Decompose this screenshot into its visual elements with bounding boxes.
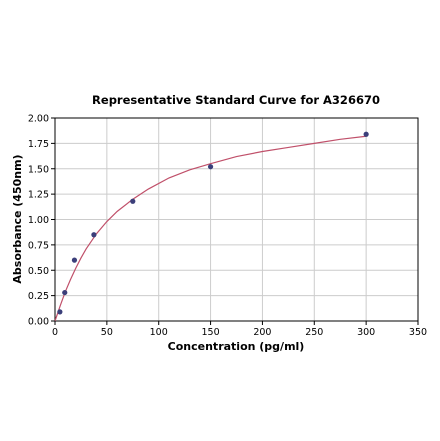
data-point bbox=[91, 232, 97, 238]
x-axis-label: Concentration (pg/ml) bbox=[168, 340, 305, 353]
data-point bbox=[207, 164, 214, 170]
chart-title: Representative Standard Curve for A32667… bbox=[92, 93, 380, 107]
y-tick-label: 1.25 bbox=[28, 190, 49, 201]
data-point bbox=[62, 289, 68, 296]
points-layer bbox=[57, 131, 369, 315]
y-tick-label: 0.75 bbox=[28, 240, 49, 251]
y-tick-label: 1.00 bbox=[28, 215, 49, 226]
x-tick-label: 250 bbox=[305, 327, 323, 338]
ticks-layer: 0 50 100 150 200 250 300 350 0.00 0.25 0.50 0.75 1.0… bbox=[28, 114, 427, 339]
y-tick-label: 1.50 bbox=[28, 164, 49, 175]
x-tick-label: 350 bbox=[409, 327, 427, 338]
y-tick-label: 2.00 bbox=[28, 114, 49, 125]
y-axis-label: Absorbance (450nm) bbox=[11, 154, 24, 283]
data-point bbox=[130, 198, 136, 204]
x-tick-label: 150 bbox=[202, 327, 220, 338]
x-tick-label: 100 bbox=[150, 327, 168, 338]
y-tick-label: 0.50 bbox=[28, 266, 49, 277]
grid-layer bbox=[55, 117, 419, 321]
data-point bbox=[57, 309, 63, 315]
x-tick-label: 0 bbox=[52, 327, 58, 338]
x-tick-label: 50 bbox=[101, 327, 113, 338]
y-tick-label: 0.00 bbox=[28, 317, 49, 328]
y-tick-label: 0.25 bbox=[28, 291, 49, 302]
y-tick-label: 1.75 bbox=[28, 139, 49, 150]
x-tick-label: 200 bbox=[253, 327, 271, 338]
x-tick-label: 300 bbox=[357, 327, 375, 338]
data-point bbox=[71, 257, 78, 263]
data-point bbox=[363, 131, 369, 137]
